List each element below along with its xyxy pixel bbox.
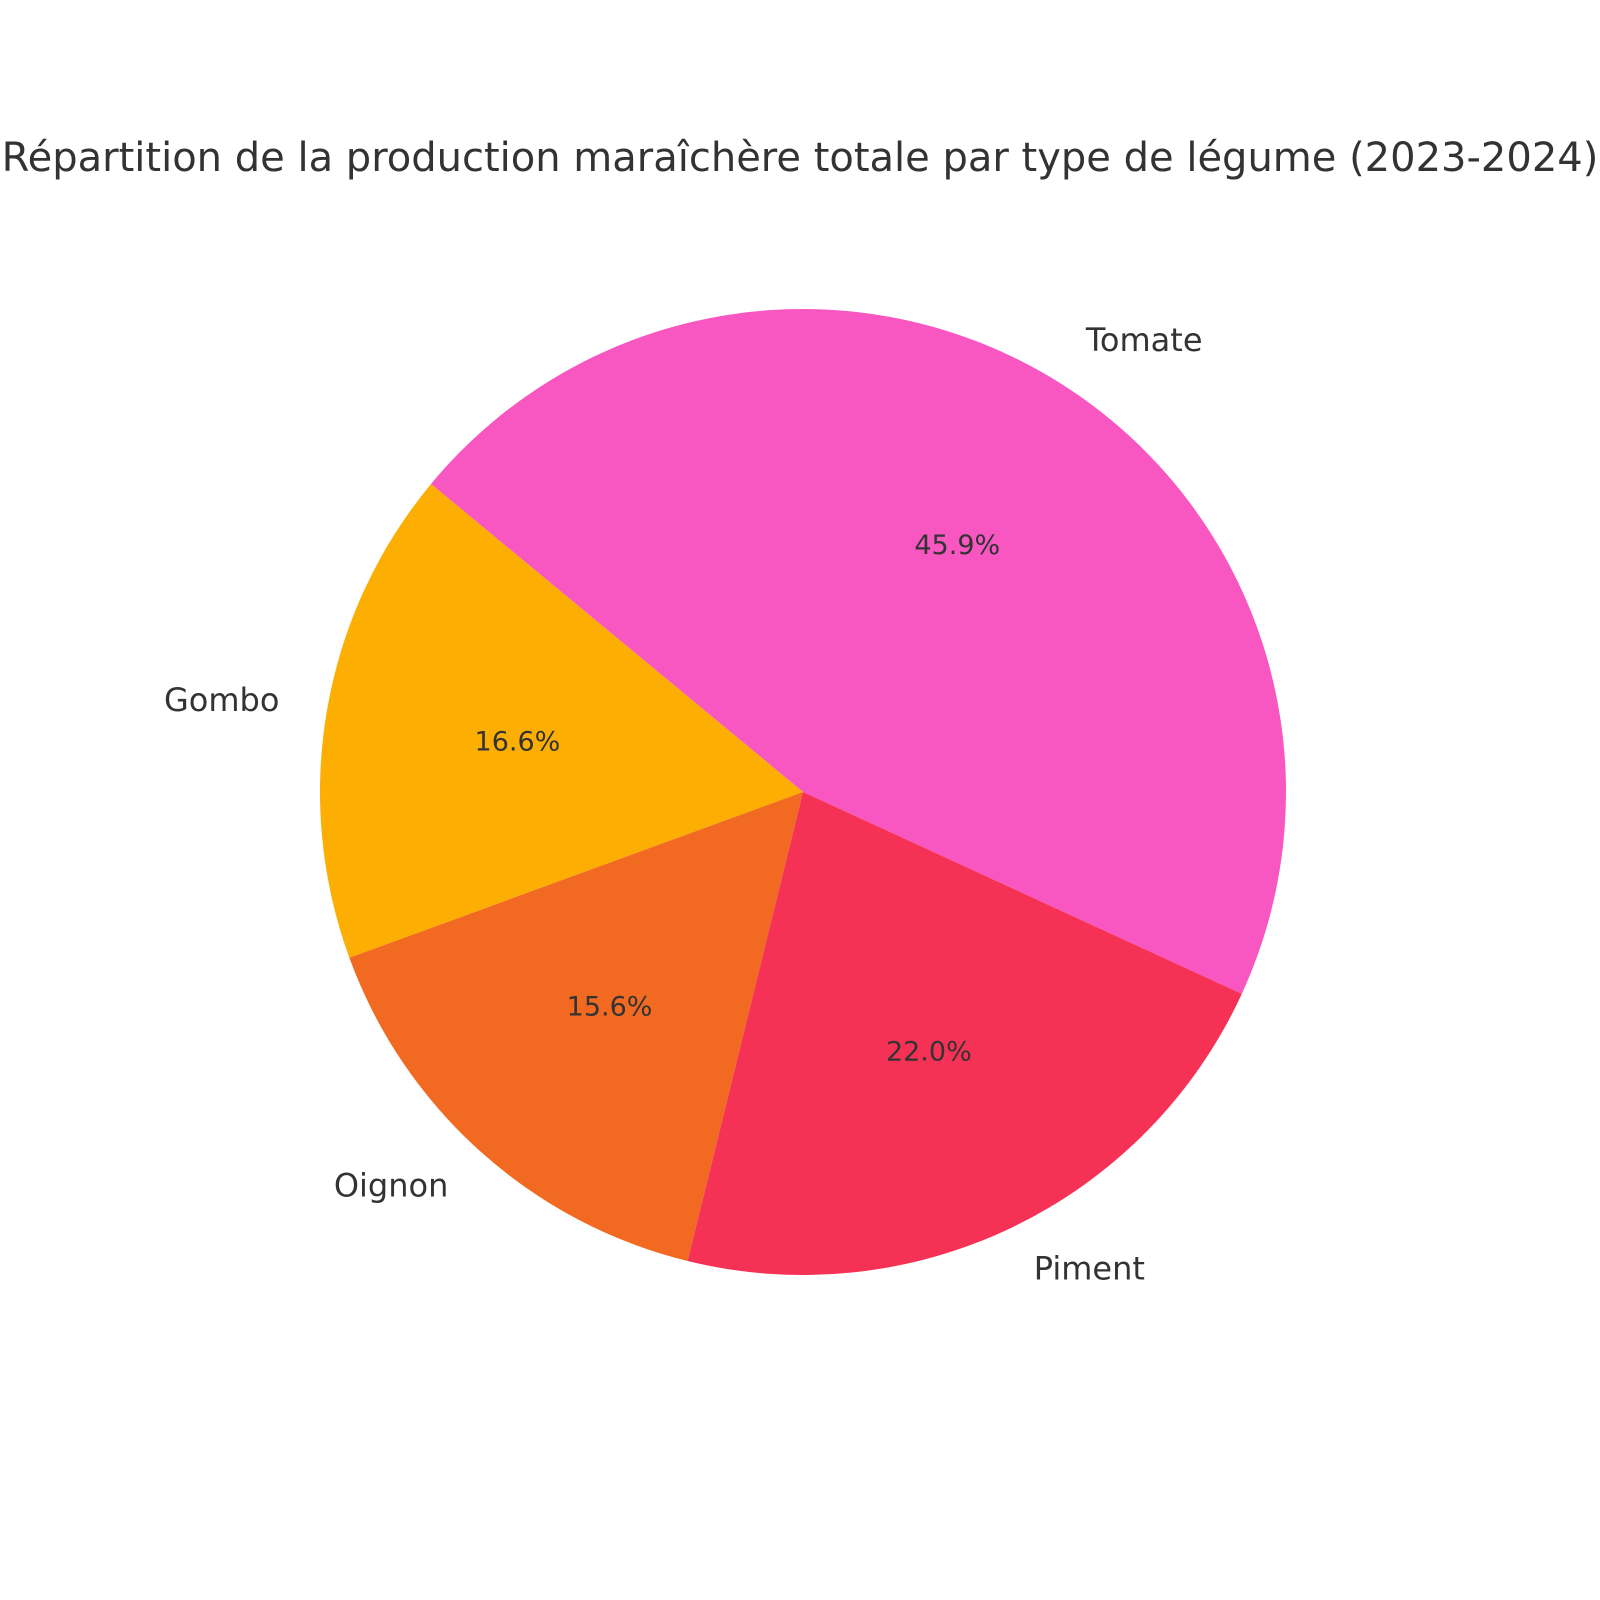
- slice-label: Oignon: [334, 1167, 449, 1205]
- pie-slice: [319, 483, 803, 958]
- value-label: 16.6%: [475, 726, 561, 757]
- pie-slice: [687, 792, 1242, 1275]
- value-label: 15.6%: [567, 991, 653, 1022]
- value-label: 22.0%: [886, 1037, 972, 1068]
- slice-label: Piment: [1034, 1250, 1145, 1288]
- slice-label: Gombo: [164, 681, 279, 719]
- pie-slice: [430, 308, 1287, 994]
- value-label: 45.9%: [914, 530, 1000, 561]
- chart-title: Répartition de la production maraîchère …: [2, 135, 1599, 181]
- pie-slice: [349, 792, 803, 1262]
- slice-label: Tomate: [1085, 321, 1203, 359]
